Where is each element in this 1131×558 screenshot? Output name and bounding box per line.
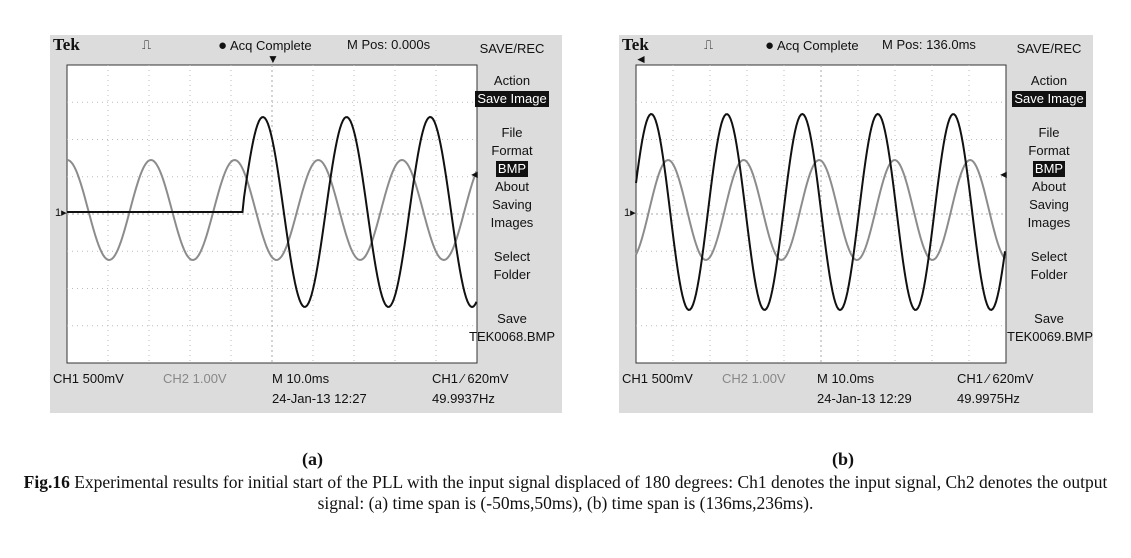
frequency: 49.9975Hz bbox=[957, 391, 1020, 406]
ch2-scale: CH2 1.00V bbox=[163, 371, 227, 386]
action-label: Action bbox=[1030, 73, 1068, 88]
action-label: Action bbox=[493, 73, 531, 88]
about-saving-button[interactable]: About Saving Images bbox=[490, 179, 534, 230]
timebase: M 10.0ms bbox=[272, 371, 330, 386]
format-bmp-button[interactable]: BMP bbox=[1032, 161, 1066, 177]
ch2-scale: CH2 1.00V bbox=[722, 371, 786, 386]
scope-panel-a: 1▸ ▼ ◄ Tek ⎍ ● Acq Complete M Pos: 0.000s … bbox=[50, 35, 562, 413]
about-saving-button[interactable]: About Saving Images bbox=[1027, 179, 1071, 230]
file-label: File bbox=[501, 125, 523, 140]
date-time: 24-Jan-13 12:29 bbox=[817, 391, 912, 406]
scope-panel-b: 1▸ ◄ ◄ Tek ⎍ ● Acq Complete M Pos: 136.0ms… bbox=[619, 35, 1093, 413]
brand-label: Tek bbox=[53, 35, 80, 54]
figure-caption: Fig.16 Experimental results for initial … bbox=[0, 472, 1131, 514]
side-menu: SAVE/REC Action Save Image File Format B… bbox=[1007, 40, 1093, 346]
brand-label: Tek bbox=[622, 35, 649, 54]
format-label: Format bbox=[491, 143, 533, 158]
acq-status: ● Acq Complete bbox=[218, 37, 312, 54]
file-label: File bbox=[1038, 125, 1060, 140]
ch2-trace bbox=[66, 158, 478, 262]
ch2-trace bbox=[635, 158, 1006, 262]
menu-title: SAVE/REC bbox=[1016, 41, 1082, 56]
trigger-position-marker: ◄ bbox=[635, 52, 647, 66]
scope-screen-b: 1▸ ◄ ◄ bbox=[624, 52, 1009, 364]
side-menu: SAVE/REC Action Save Image File Format B… bbox=[466, 40, 558, 346]
format-bmp-button[interactable]: BMP bbox=[495, 161, 529, 177]
acq-status: ● Acq Complete bbox=[765, 37, 859, 54]
trigger-level: CH1 ⁄ 620mV bbox=[957, 371, 1034, 386]
format-label: Format bbox=[1028, 143, 1070, 158]
m-pos: M Pos: 0.000s bbox=[347, 37, 431, 52]
ch1-trace bbox=[67, 115, 478, 309]
trigger-position-marker: ▼ bbox=[267, 52, 279, 66]
menu-title: SAVE/REC bbox=[479, 41, 545, 56]
select-folder-button[interactable]: Select Folder bbox=[1030, 249, 1068, 282]
select-folder-button[interactable]: Select Folder bbox=[493, 249, 531, 282]
m-pos: M Pos: 136.0ms bbox=[882, 37, 976, 52]
caption-text: Experimental results for initial start o… bbox=[69, 472, 1108, 513]
save-image-button[interactable]: Save Image bbox=[1012, 91, 1086, 107]
ch1-scale: CH1 500mV bbox=[622, 371, 693, 386]
save-button[interactable]: Save TEK0068.BMP bbox=[469, 311, 555, 344]
date-time: 24-Jan-13 12:27 bbox=[272, 391, 367, 406]
frequency: 49.9937Hz bbox=[432, 391, 495, 406]
trigger-level-marker: ◄ bbox=[998, 169, 1009, 181]
panel-a-label: (a) bbox=[302, 449, 323, 469]
panel-b-label: (b) bbox=[832, 449, 854, 469]
trigger-pulse-icon: ⎍ bbox=[142, 37, 152, 52]
timebase: M 10.0ms bbox=[817, 371, 875, 386]
ch1-trace bbox=[635, 112, 1006, 312]
ch1-ground-marker: 1▸ bbox=[55, 207, 67, 219]
trigger-level-marker: ◄ bbox=[469, 169, 480, 181]
save-button[interactable]: Save TEK0069.BMP bbox=[1007, 311, 1093, 344]
trigger-pulse-icon: ⎍ bbox=[704, 37, 714, 52]
ch1-scale: CH1 500mV bbox=[53, 371, 124, 386]
scope-screen-a: 1▸ ▼ ◄ bbox=[55, 52, 480, 364]
save-image-button[interactable]: Save Image bbox=[475, 91, 549, 107]
ch1-ground-marker: 1▸ bbox=[624, 207, 636, 219]
caption-label: Fig.16 bbox=[23, 472, 70, 492]
trigger-level: CH1 ⁄ 620mV bbox=[432, 371, 509, 386]
